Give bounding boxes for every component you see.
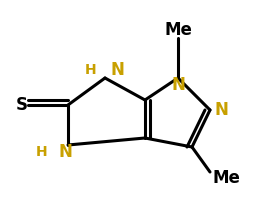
Text: N: N: [215, 101, 229, 119]
Text: N: N: [171, 76, 185, 94]
Text: Me: Me: [212, 169, 240, 187]
Text: N: N: [58, 143, 72, 161]
Text: H: H: [84, 63, 96, 77]
Text: Me: Me: [164, 21, 192, 39]
Text: N: N: [110, 61, 124, 79]
Text: S: S: [16, 96, 28, 114]
Text: H: H: [35, 145, 47, 159]
